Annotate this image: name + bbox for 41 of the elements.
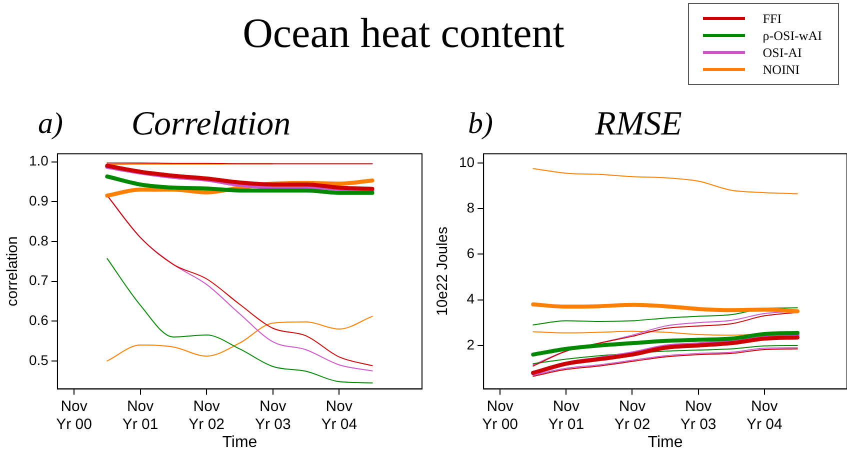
legend-label: OSI-AI: [762, 44, 802, 60]
line-series: [532, 168, 798, 194]
line-series: [105, 174, 374, 195]
chart-title: RMSE: [594, 105, 682, 142]
x-tick-label: Nov Yr 03: [680, 398, 716, 433]
text: b): [468, 106, 493, 140]
x-tick-label: Nov Yr 02: [188, 398, 225, 433]
y-tick-label: 2: [466, 336, 475, 352]
x-tick-label: Nov Yr 04: [746, 398, 782, 433]
text: a): [38, 106, 63, 140]
y-tick-label: 0.7: [28, 272, 49, 288]
y-tick-label: 10: [458, 154, 475, 170]
y-axis-title: correlation: [4, 236, 22, 306]
y-tick-label: 0.5: [28, 352, 49, 368]
legend-label: FFI: [762, 10, 782, 26]
line-series: [106, 258, 373, 384]
x-tick-label: Nov Yr 00: [482, 398, 518, 433]
x-tick-label: Nov Yr 04: [321, 398, 358, 433]
y-axis-title: 10e22 Joules: [434, 226, 452, 316]
legend-label: NOINI: [762, 62, 800, 78]
legend-label: ρ-OSI-wAI: [762, 28, 822, 44]
x-tick-label: Nov Yr 02: [614, 398, 650, 433]
x-axis-title: Time: [648, 434, 683, 451]
y-tick-label: 0.6: [28, 312, 49, 328]
x-axis-title: Time: [222, 434, 258, 451]
y-tick-label: 8: [466, 199, 475, 216]
y-tick-label: 0.9: [28, 192, 49, 208]
x-tick-label: Nov Yr 01: [122, 398, 158, 433]
x-tick-label: Nov Yr 00: [56, 398, 92, 433]
x-tick-label: Nov Yr 01: [548, 398, 584, 433]
text: Ocean heat content: [242, 10, 566, 59]
line-series: [531, 302, 800, 314]
y-tick-label: 6: [466, 245, 475, 262]
x-tick-label: Nov Yr 03: [254, 398, 291, 433]
line-series: [532, 307, 798, 326]
line-series: [531, 330, 800, 357]
y-tick-label: 1.0: [28, 152, 49, 169]
line-series: [106, 316, 373, 362]
y-tick-label: 0.8: [28, 232, 49, 248]
chart-title: Correlation: [131, 105, 291, 142]
y-tick-label: 4: [466, 290, 475, 307]
